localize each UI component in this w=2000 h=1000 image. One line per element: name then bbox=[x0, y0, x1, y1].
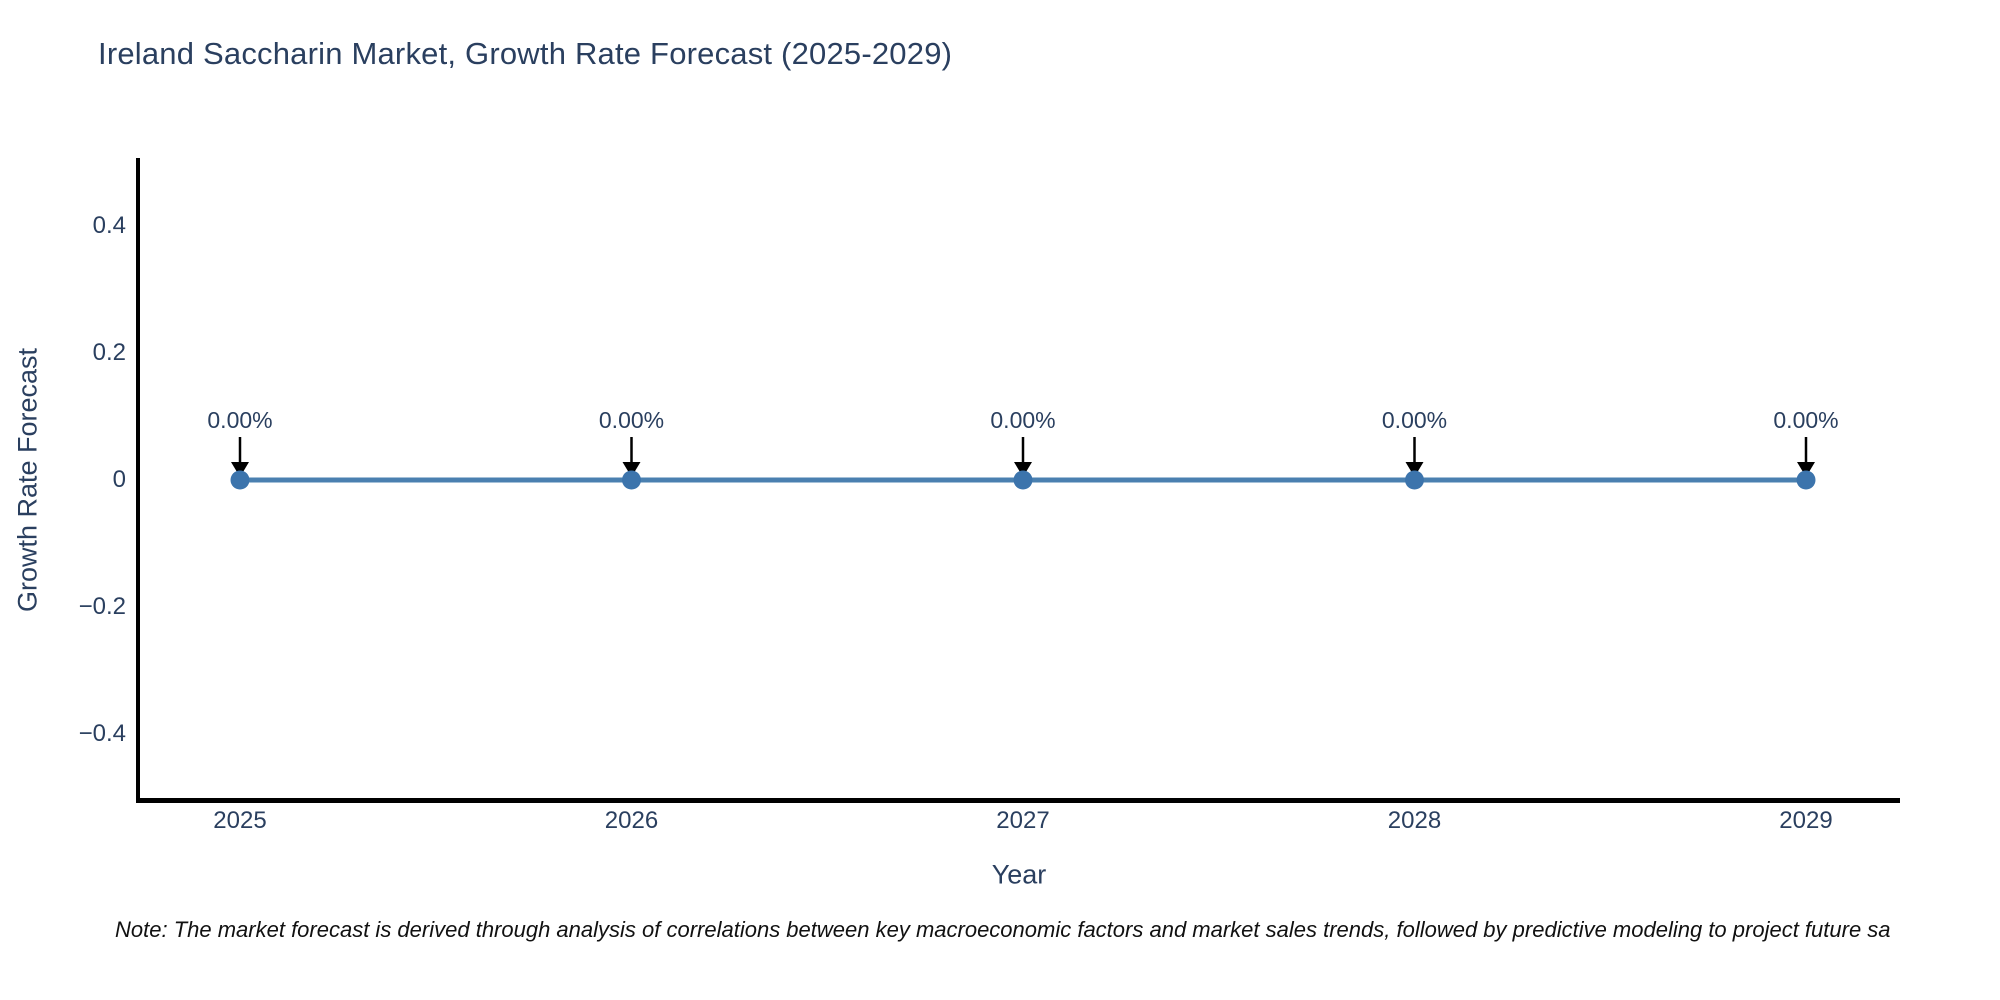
annotation-arrowhead-icon bbox=[231, 462, 249, 477]
footnote: Note: The market forecast is derived thr… bbox=[115, 917, 1891, 942]
x-tick-label-2028: 2028 bbox=[1387, 807, 1442, 834]
x-tick-label-2026: 2026 bbox=[604, 807, 659, 834]
y-axis-line bbox=[136, 158, 140, 803]
x-tick-label-2027: 2027 bbox=[996, 807, 1050, 834]
y-tick-label: 0.2 bbox=[92, 339, 126, 366]
x-axis-title: Year bbox=[991, 859, 1047, 890]
x-tick-label-2029: 2029 bbox=[1779, 807, 1833, 834]
y-tick-label: 0.4 bbox=[92, 212, 126, 239]
data-point-2026[interactable] bbox=[622, 470, 641, 490]
y-tick-label: −0.2 bbox=[78, 593, 126, 620]
x-axis-line bbox=[136, 798, 1900, 803]
y-tick-label: −0.4 bbox=[78, 720, 126, 747]
point-annotation-2029: 0.00% bbox=[1773, 407, 1839, 433]
annotation-arrowhead-icon bbox=[622, 462, 641, 477]
data-point-2027[interactable] bbox=[1013, 470, 1033, 490]
data-point-2029[interactable] bbox=[1796, 470, 1816, 490]
data-point-2028[interactable] bbox=[1405, 470, 1424, 490]
y-tick-label: 0 bbox=[112, 466, 126, 493]
annotation-arrowhead-icon bbox=[1405, 462, 1424, 477]
annotation-arrowhead-icon bbox=[1014, 462, 1032, 477]
annotation-arrowhead-icon bbox=[1797, 462, 1815, 477]
point-annotation-2028: 0.00% bbox=[1381, 407, 1448, 433]
point-annotation-2025: 0.00% bbox=[207, 407, 273, 433]
data-point-2025[interactable] bbox=[230, 470, 250, 490]
point-annotation-2026: 0.00% bbox=[598, 407, 665, 433]
x-tick-label-2025: 2025 bbox=[213, 807, 267, 834]
point-annotation-2027: 0.00% bbox=[990, 407, 1056, 433]
chart-title: Ireland Saccharin Market, Growth Rate Fo… bbox=[98, 36, 953, 71]
